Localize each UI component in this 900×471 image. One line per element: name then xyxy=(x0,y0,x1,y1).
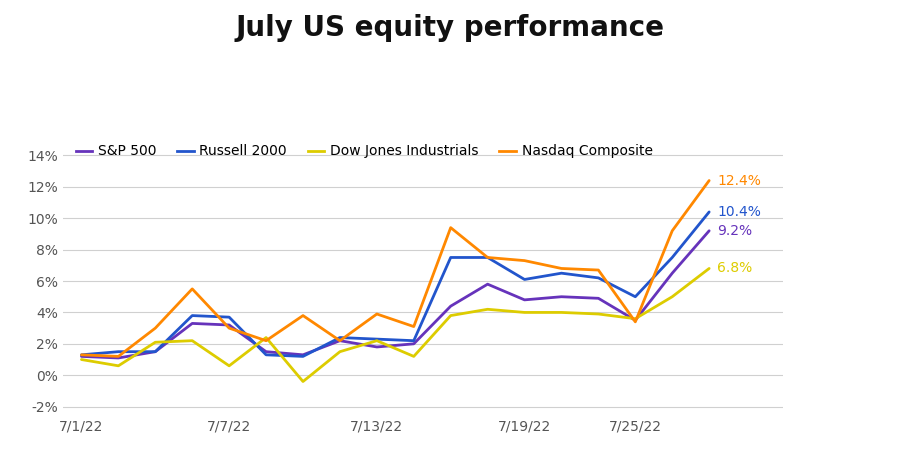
S&P 500 xyxy=(372,344,382,350)
S&P 500 xyxy=(556,294,567,300)
Nasdaq Composite xyxy=(261,338,272,343)
Dow Jones Industrials xyxy=(630,316,641,322)
Dow Jones Industrials xyxy=(409,354,419,359)
Russell 2000 xyxy=(261,352,272,357)
Nasdaq Composite xyxy=(150,325,161,331)
Nasdaq Composite xyxy=(556,266,567,271)
Russell 2000 xyxy=(150,349,161,355)
Nasdaq Composite xyxy=(224,325,235,331)
Line: Dow Jones Industrials: Dow Jones Industrials xyxy=(82,268,709,382)
Dow Jones Industrials xyxy=(298,379,309,384)
Nasdaq Composite xyxy=(667,228,678,234)
Russell 2000 xyxy=(556,270,567,276)
Nasdaq Composite xyxy=(76,352,87,357)
S&P 500 xyxy=(335,338,346,343)
Dow Jones Industrials xyxy=(519,309,530,315)
Text: 9.2%: 9.2% xyxy=(717,224,752,238)
Nasdaq Composite xyxy=(298,313,309,318)
Russell 2000 xyxy=(76,352,87,357)
Russell 2000 xyxy=(593,275,604,281)
Russell 2000 xyxy=(704,209,715,215)
Dow Jones Industrials xyxy=(187,338,198,343)
S&P 500 xyxy=(261,349,272,355)
Text: 12.4%: 12.4% xyxy=(717,173,761,187)
Nasdaq Composite xyxy=(593,267,604,273)
Russell 2000 xyxy=(298,354,309,359)
S&P 500 xyxy=(76,354,87,359)
Russell 2000 xyxy=(630,294,641,300)
Russell 2000 xyxy=(519,276,530,282)
Dow Jones Industrials xyxy=(556,309,567,315)
Dow Jones Industrials xyxy=(150,340,161,345)
Nasdaq Composite xyxy=(372,311,382,317)
Text: 10.4%: 10.4% xyxy=(717,205,761,219)
S&P 500 xyxy=(113,355,124,361)
Dow Jones Industrials xyxy=(224,363,235,369)
S&P 500 xyxy=(224,322,235,328)
Russell 2000 xyxy=(187,313,198,318)
Nasdaq Composite xyxy=(630,319,641,325)
Text: 6.8%: 6.8% xyxy=(717,261,752,276)
Russell 2000 xyxy=(446,255,456,260)
S&P 500 xyxy=(482,281,493,287)
Line: Russell 2000: Russell 2000 xyxy=(82,212,709,357)
Dow Jones Industrials xyxy=(335,349,346,355)
Nasdaq Composite xyxy=(482,255,493,260)
S&P 500 xyxy=(519,297,530,303)
S&P 500 xyxy=(446,303,456,309)
S&P 500 xyxy=(630,317,641,323)
Russell 2000 xyxy=(409,338,419,343)
S&P 500 xyxy=(593,295,604,301)
Dow Jones Industrials xyxy=(261,335,272,341)
Dow Jones Industrials xyxy=(482,307,493,312)
Nasdaq Composite xyxy=(446,225,456,230)
Nasdaq Composite xyxy=(187,286,198,292)
S&P 500 xyxy=(298,352,309,357)
Dow Jones Industrials xyxy=(446,313,456,318)
Russell 2000 xyxy=(224,314,235,320)
Line: S&P 500: S&P 500 xyxy=(82,231,709,358)
Russell 2000 xyxy=(335,335,346,341)
Dow Jones Industrials xyxy=(667,294,678,300)
Nasdaq Composite xyxy=(409,324,419,329)
Dow Jones Industrials xyxy=(372,338,382,343)
Legend: S&P 500, Russell 2000, Dow Jones Industrials, Nasdaq Composite: S&P 500, Russell 2000, Dow Jones Industr… xyxy=(70,139,658,164)
Dow Jones Industrials xyxy=(704,266,715,271)
Russell 2000 xyxy=(113,349,124,355)
Russell 2000 xyxy=(667,255,678,260)
S&P 500 xyxy=(150,349,161,355)
Dow Jones Industrials xyxy=(593,311,604,317)
Line: Nasdaq Composite: Nasdaq Composite xyxy=(82,180,709,357)
Dow Jones Industrials xyxy=(76,357,87,362)
Nasdaq Composite xyxy=(704,178,715,183)
S&P 500 xyxy=(704,228,715,234)
Text: July US equity performance: July US equity performance xyxy=(236,14,664,42)
S&P 500 xyxy=(187,321,198,326)
Nasdaq Composite xyxy=(519,258,530,263)
Nasdaq Composite xyxy=(113,354,124,359)
Russell 2000 xyxy=(372,336,382,342)
Nasdaq Composite xyxy=(335,338,346,343)
S&P 500 xyxy=(409,341,419,347)
Russell 2000 xyxy=(482,255,493,260)
S&P 500 xyxy=(667,270,678,276)
Dow Jones Industrials xyxy=(113,363,124,369)
